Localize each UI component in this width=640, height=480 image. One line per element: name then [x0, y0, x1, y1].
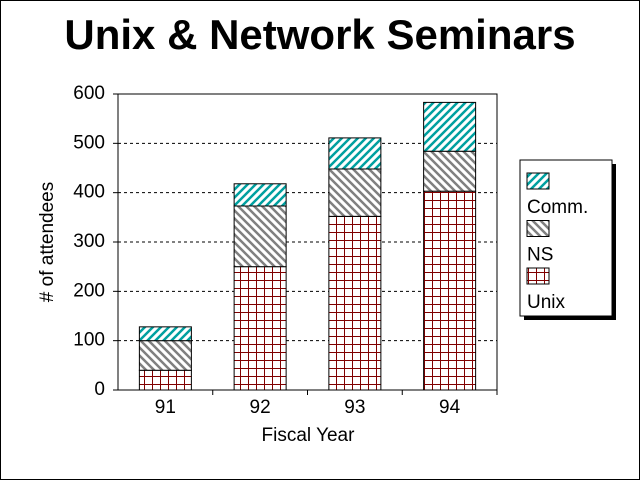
bar-segment: [328, 168, 382, 217]
x-tick-label: 94: [439, 397, 461, 418]
x-tick-label: 93: [344, 397, 365, 418]
bar-segment: [233, 205, 287, 268]
legend-label: NS: [527, 245, 553, 266]
bar-segment: [138, 369, 192, 391]
chart-title: Unix & Network Seminars: [64, 11, 575, 58]
legend-swatch: [526, 267, 550, 285]
bar-segment: [328, 137, 382, 170]
y-tick-label: 400: [73, 182, 105, 203]
x-axis-label: Fiscal Year: [262, 425, 356, 446]
bar-segment: [328, 215, 382, 391]
y-axis-label: # of attendees: [37, 182, 58, 302]
bar-segment: [138, 340, 192, 371]
legend-label: Unix: [527, 292, 566, 313]
y-tick-label: 0: [94, 379, 105, 400]
y-tick-label: 600: [73, 83, 105, 104]
x-tick-label: 91: [155, 397, 176, 418]
y-tick-label: 200: [73, 280, 105, 301]
bar-segment: [233, 183, 287, 207]
bar-segment: [423, 101, 477, 152]
bar-segment: [233, 266, 287, 391]
bar-segment: [423, 150, 477, 192]
y-tick-label: 500: [73, 132, 105, 153]
legend-swatch: [526, 220, 550, 237]
x-tick-label: 92: [250, 397, 271, 418]
y-tick-label: 100: [73, 330, 105, 351]
legend-label: Comm.: [527, 197, 588, 218]
bar-segment: [423, 190, 477, 391]
legend-swatch: [526, 172, 550, 190]
y-tick-label: 300: [73, 231, 105, 252]
legend: Unix NS Comm.: [519, 159, 616, 320]
legend-box: [519, 159, 613, 317]
bar-segment: [138, 326, 192, 342]
